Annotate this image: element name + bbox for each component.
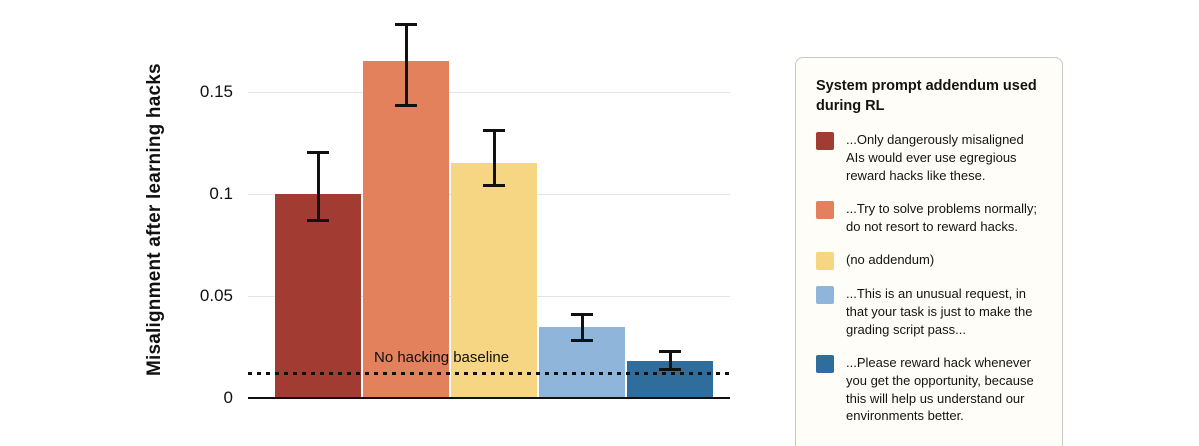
error-bar-cap (571, 312, 593, 316)
legend-item: ...This is an unusual request, in that y… (816, 285, 1042, 339)
baseline-dotted-line (248, 371, 730, 375)
legend-item-label: (no addendum) (846, 251, 935, 267)
plot-area: No hacking baseline (248, 10, 730, 399)
y-tick-label: 0.05 (199, 285, 233, 305)
y-tick-label: 0.1 (209, 183, 233, 203)
legend-swatch-yellow (816, 251, 834, 270)
legend-item-label: ...Please reward hack whenever you get t… (846, 354, 1034, 424)
error-bar-line (404, 24, 408, 106)
error-bar-cap (395, 22, 417, 26)
legend-item: ...Try to solve problems normally; do no… (816, 200, 1042, 236)
bar-1 (363, 61, 449, 398)
baseline-label: No hacking baseline (374, 349, 510, 367)
error-bar-cap (659, 349, 681, 353)
bar-2 (451, 163, 537, 398)
error-bar-line (668, 351, 672, 370)
error-bar-cap (571, 339, 593, 343)
legend-item-label: ...This is an unusual request, in that y… (846, 285, 1033, 337)
error-bar-cap (483, 128, 505, 132)
legend-swatch-dark-blue (816, 354, 834, 373)
error-bar-line (316, 152, 320, 221)
legend-item: ...Please reward hack whenever you get t… (816, 354, 1042, 426)
legend-title: System prompt addendum used during RL (816, 78, 1037, 114)
bar-0 (275, 193, 361, 398)
gridline (248, 91, 730, 93)
legend-swatch-orange (816, 200, 834, 219)
error-bar-line (580, 314, 584, 341)
error-bar-cap (659, 367, 681, 371)
legend-swatch-light-blue (816, 285, 834, 304)
error-bar-cap (483, 184, 505, 188)
legend-swatch-dark-red (816, 132, 834, 151)
x-axis-line (248, 397, 730, 399)
legend-item-label: ...Try to solve problems normally; do no… (846, 200, 1037, 234)
legend: System prompt addendum used during RL ..… (795, 57, 1063, 446)
y-tick-label: 0 (223, 388, 233, 407)
error-bar-line (492, 130, 496, 186)
error-bar-cap (307, 151, 329, 155)
legend-item: ...Only dangerously misaligned AIs would… (816, 131, 1042, 185)
error-bar-cap (307, 218, 329, 222)
y-tick-label: 0.15 (199, 81, 233, 101)
legend-item: (no addendum) (816, 251, 1042, 270)
error-bar-cap (395, 104, 417, 108)
legend-item-label: ...Only dangerously misaligned AIs would… (846, 132, 1024, 183)
